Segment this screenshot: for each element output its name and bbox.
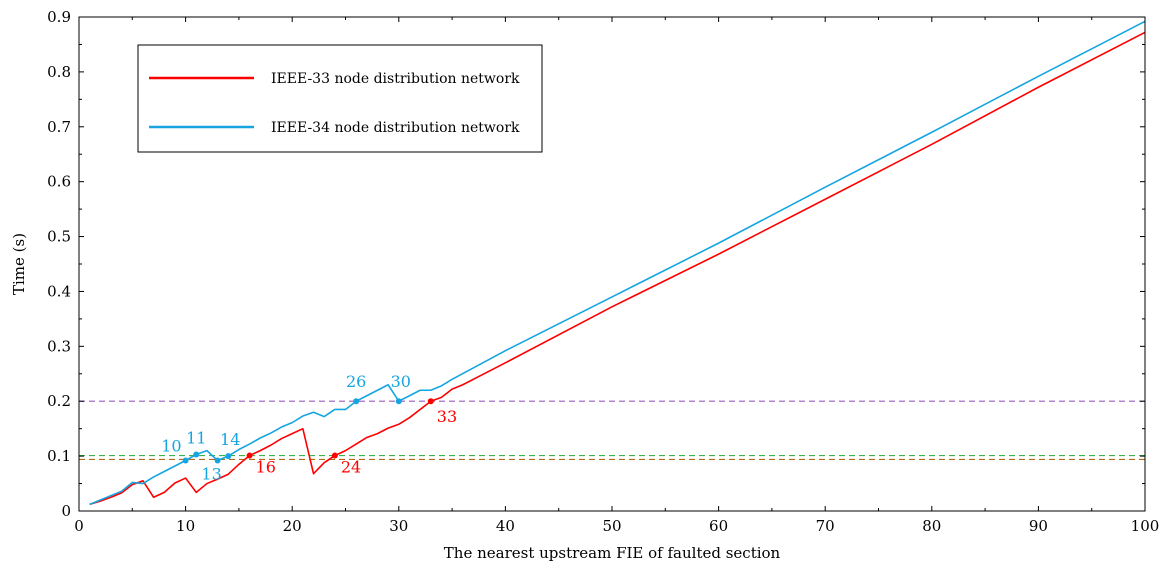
y-tick-label: 0.5 (47, 228, 71, 246)
x-tick-label: 60 (709, 517, 728, 535)
marker-label: 33 (437, 407, 457, 426)
series-1-marker (193, 451, 200, 458)
marker-label: 16 (256, 458, 276, 477)
x-tick-label: 40 (496, 517, 515, 535)
series-1-marker (225, 453, 232, 460)
marker-label: 11 (186, 428, 206, 447)
legend-box (137, 44, 543, 153)
series-1-marker (353, 398, 360, 405)
y-tick-label: 0.3 (47, 337, 71, 355)
y-tick-label: 0.9 (47, 8, 71, 26)
x-axis-title: The nearest upstream FIE of faulted sect… (444, 544, 781, 562)
series-layer: 16 24 33 10 11 13 14 26 30 (89, 20, 1146, 506)
marker-label: 10 (161, 437, 181, 456)
series-0-marker (331, 452, 338, 459)
y-tick-label: 0.6 (47, 173, 71, 191)
x-tick-label: 20 (283, 517, 302, 535)
y-tick-label: 0.7 (47, 118, 71, 136)
series-0-marker (427, 398, 434, 405)
marker-label: 13 (201, 465, 221, 484)
series-1-marker (395, 398, 402, 405)
y-tick-label: 0.4 (47, 282, 71, 300)
y-tick-label: 0.8 (47, 63, 71, 81)
series-1-marker (214, 457, 221, 464)
marker-label: 30 (391, 372, 411, 391)
y-tick-label: 0 (61, 502, 71, 520)
x-tick-label: 50 (602, 517, 621, 535)
legend-label-ieee-34: IEEE-34 node distribution network (271, 120, 520, 136)
x-tick-label: 0 (74, 517, 84, 535)
reference-lines (79, 400, 1145, 460)
marker-label: 26 (346, 372, 366, 391)
x-tick-label: 80 (922, 517, 941, 535)
x-axis: 0 10 20 30 40 50 60 70 80 90 100 (74, 17, 1159, 535)
series-line-1 (89, 20, 1146, 506)
marker-label: 24 (341, 458, 361, 477)
x-tick-label: 30 (389, 517, 408, 535)
x-tick-label: 90 (1029, 517, 1048, 535)
legend-label-ieee-33: IEEE-33 node distribution network (271, 71, 520, 87)
series-0-marker (246, 452, 253, 459)
y-tick-label: 0.2 (47, 392, 71, 410)
x-tick-label: 10 (176, 517, 195, 535)
x-tick-label: 100 (1131, 517, 1160, 535)
series-1-marker (182, 457, 189, 464)
x-tick-label: 70 (816, 517, 835, 535)
y-tick-label: 0.1 (47, 447, 71, 465)
marker-label: 14 (220, 430, 240, 449)
y-axis: 0 0.1 0.2 0.3 0.4 0.5 0.6 0.7 0.8 0.9 (47, 8, 1145, 520)
y-axis-title: Time (s) (10, 233, 28, 295)
series-line-0 (89, 31, 1146, 506)
legend: IEEE-33 node distribution network IEEE-3… (137, 44, 543, 153)
